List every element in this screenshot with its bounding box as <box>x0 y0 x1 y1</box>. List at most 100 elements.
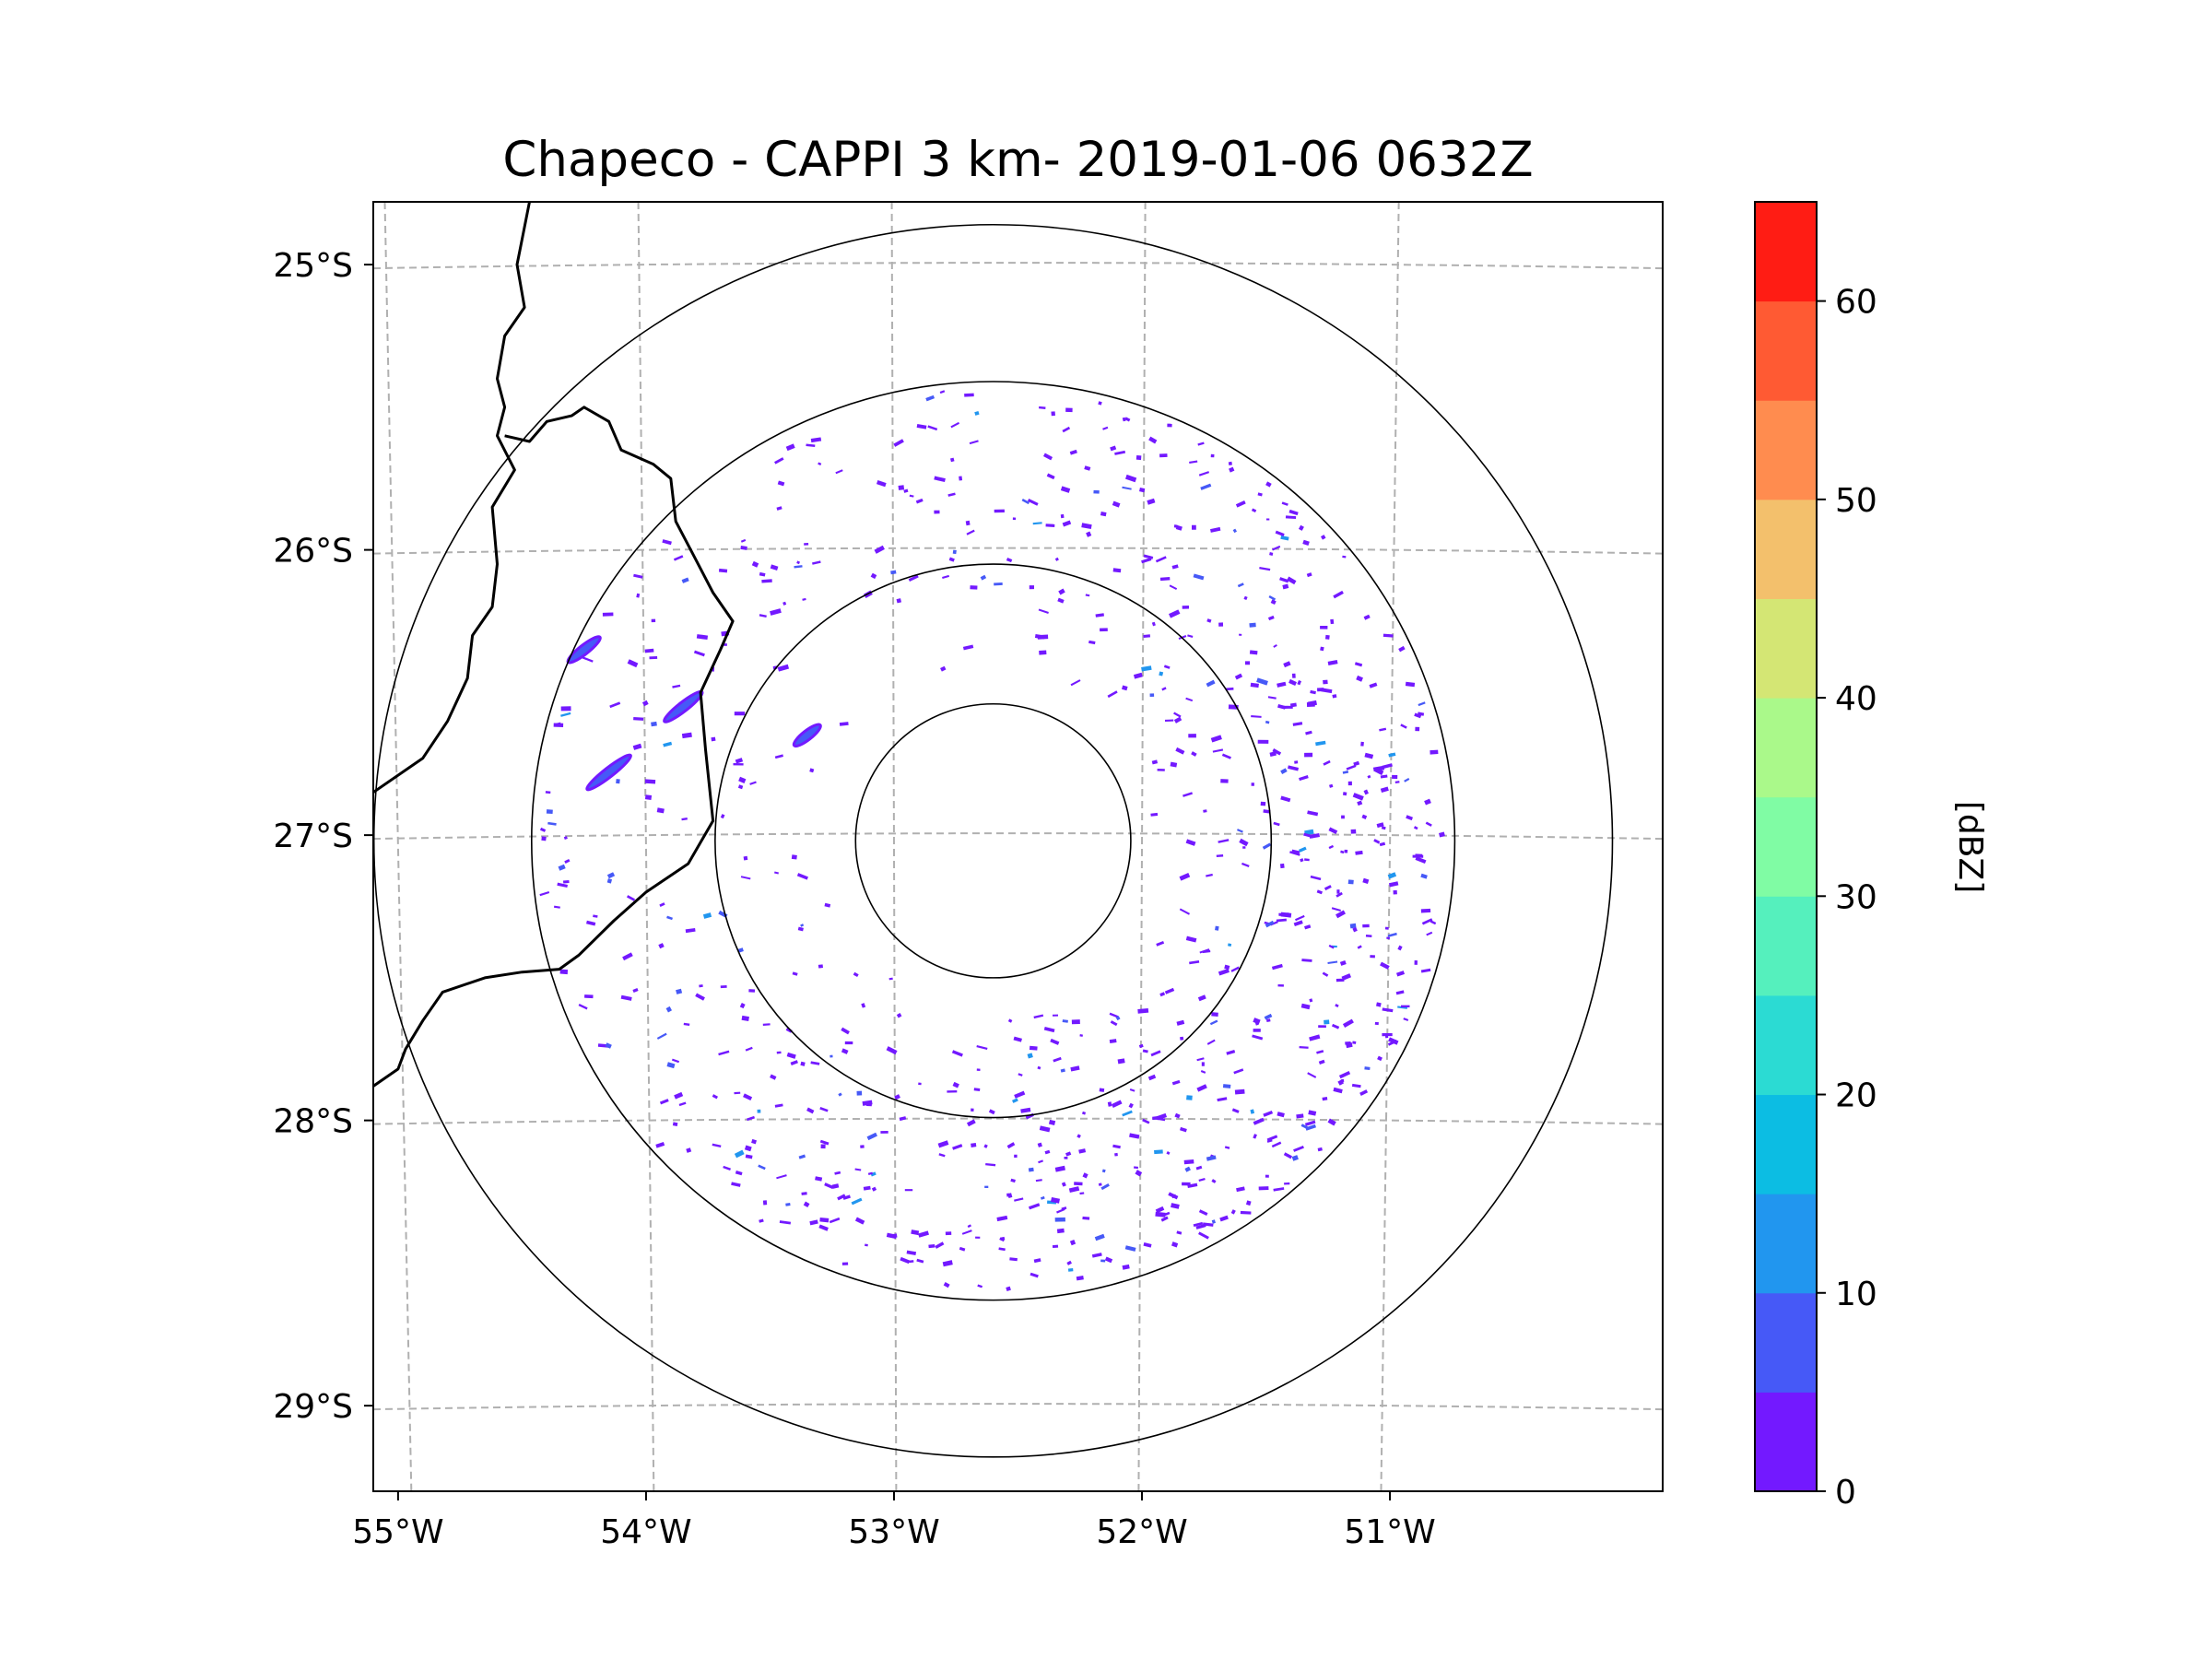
echo-cell <box>1360 741 1364 747</box>
echo-cell <box>1363 789 1369 795</box>
echo-cell <box>1305 730 1312 735</box>
echo-cell <box>1060 1068 1065 1073</box>
echo-cell <box>696 634 709 641</box>
echo-cell <box>559 969 569 975</box>
echo-cell <box>984 1185 989 1189</box>
echo-cell <box>1397 945 1403 951</box>
echo-cell <box>785 1203 791 1206</box>
echo-cell <box>1149 693 1155 697</box>
echo-cell <box>1357 945 1362 949</box>
echo-cell <box>1259 567 1271 571</box>
echo-cell <box>1082 1216 1090 1220</box>
echo-cell <box>1373 839 1381 844</box>
echo-cell <box>1341 973 1352 981</box>
echo-cell <box>1221 753 1231 759</box>
echo-cell <box>1065 1151 1072 1157</box>
echo-cell <box>1029 1045 1038 1051</box>
echo-cell <box>1439 831 1445 838</box>
echo-cell <box>1195 1165 1203 1171</box>
echo-cell <box>1226 1049 1236 1055</box>
echo-cell <box>1277 1112 1285 1118</box>
echo-cell <box>1245 1200 1252 1206</box>
echo-cell <box>818 1224 829 1231</box>
echo-cell <box>934 476 946 482</box>
range-ring <box>530 381 1456 1301</box>
echo-cell <box>962 644 974 651</box>
echo-cell <box>1328 844 1335 850</box>
echo-cell <box>865 1243 868 1247</box>
echo-cell <box>810 437 822 443</box>
echo-cell <box>683 1022 690 1026</box>
echo-cell <box>1296 1113 1304 1119</box>
echo-cell <box>693 650 705 657</box>
echo-cell <box>786 1052 796 1059</box>
echo-cell <box>1054 1217 1065 1222</box>
echo-cell <box>809 768 815 773</box>
echo-cell <box>1236 1186 1245 1193</box>
echo-cell <box>1295 914 1305 922</box>
echo-cell <box>1176 1230 1182 1235</box>
echo-cell <box>1142 1049 1148 1053</box>
echo-cell <box>1128 1102 1134 1109</box>
colorbar-bin <box>1755 1194 1817 1294</box>
echo-cell <box>586 920 596 926</box>
echo-cell <box>1050 1196 1061 1204</box>
echo-cell <box>1050 1038 1060 1045</box>
border-west <box>373 202 531 794</box>
echo-cell <box>1400 1005 1410 1008</box>
echo-cell <box>1133 672 1143 679</box>
echo-cell <box>731 1182 741 1187</box>
echo-cell <box>1395 990 1405 995</box>
echo-cell <box>1405 681 1416 688</box>
echo-cell <box>1406 815 1414 821</box>
echo-cell <box>890 570 897 575</box>
echo-cell <box>794 565 803 569</box>
echo-cell <box>762 1023 771 1026</box>
echo-cell <box>800 1061 806 1066</box>
echo-cell <box>829 1217 841 1224</box>
echo-cell <box>976 1068 981 1072</box>
echo-cell <box>1265 1018 1271 1023</box>
echo-cell <box>1271 963 1283 971</box>
echo-cell <box>842 1194 851 1200</box>
echo-cell <box>1420 873 1428 879</box>
echo-cell <box>1380 786 1389 794</box>
echo-cell <box>1335 891 1343 898</box>
echo-cell <box>1333 1087 1343 1094</box>
echo-cell <box>1229 466 1235 473</box>
echo-cell <box>942 1260 953 1267</box>
echo-cell <box>937 1140 949 1148</box>
echo-cell <box>1173 716 1182 724</box>
echo-cell <box>1171 564 1179 570</box>
echo-cell <box>1272 748 1282 756</box>
echo-cell <box>1304 858 1310 862</box>
echo-cell <box>1065 407 1073 413</box>
echo-cell <box>1048 1119 1056 1125</box>
echo-cell <box>1373 767 1384 776</box>
echo-cell <box>659 902 665 907</box>
echo-cell <box>695 993 705 1001</box>
echo-cell <box>880 1131 888 1134</box>
lat-tick-label: 27°S <box>273 818 353 855</box>
echo-cell <box>1099 1088 1105 1092</box>
echo-cell <box>1307 810 1319 817</box>
echo-cell <box>1324 1019 1330 1025</box>
echo-cell <box>751 1138 758 1145</box>
echo-cell <box>1155 1206 1165 1214</box>
echo-cell <box>824 1182 834 1190</box>
echo-cell <box>1200 1070 1206 1074</box>
echo-cell <box>1155 1211 1166 1218</box>
echo-cell <box>939 390 946 394</box>
echo-cell <box>1297 679 1302 686</box>
echo-cell <box>720 985 727 989</box>
echo-cell <box>1310 875 1322 881</box>
echo-cell <box>1309 1034 1321 1041</box>
echo-cell <box>1013 1036 1022 1042</box>
echo-cell <box>1069 449 1077 455</box>
echo-cell <box>1198 471 1210 477</box>
echo-cell <box>1253 1029 1261 1032</box>
echo-cell <box>1033 1258 1041 1264</box>
echo-cell <box>785 443 795 452</box>
echo-cell <box>1262 842 1272 850</box>
echo-cell <box>1171 1079 1181 1086</box>
